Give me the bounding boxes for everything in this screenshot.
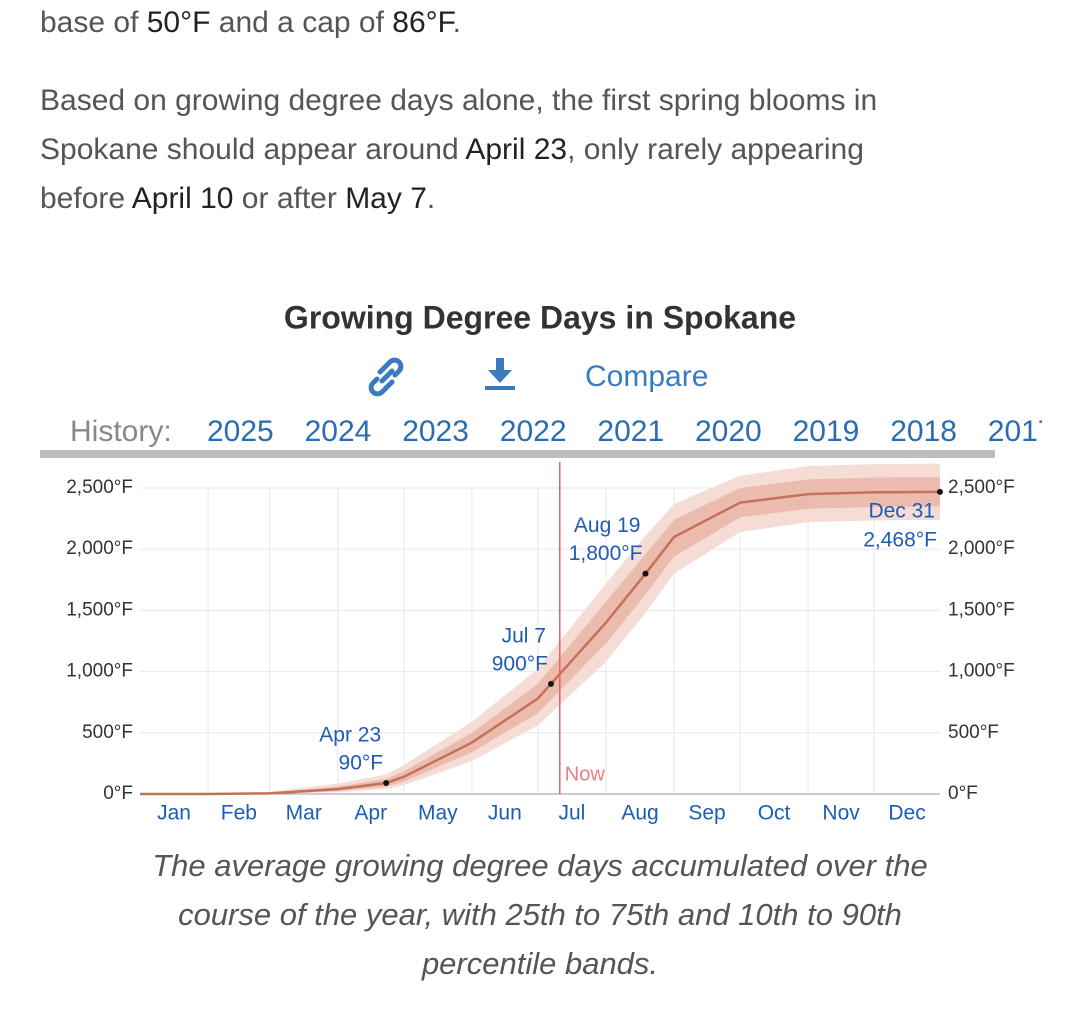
x-tick-label: Jul xyxy=(558,802,585,825)
y-tick-label: 2,000°F xyxy=(66,538,133,559)
text-span: base of xyxy=(40,6,147,39)
download-icon[interactable] xyxy=(485,358,515,390)
article-text: base of 50°F and a cap of 86°F. Based on … xyxy=(40,0,1070,252)
history-year[interactable]: 2024 xyxy=(305,415,372,448)
text-span: and a cap of xyxy=(210,6,393,39)
history-year[interactable]: 2025 xyxy=(207,415,274,448)
y-tick-label: 1,000°F xyxy=(66,661,133,682)
text-line: Spokane should appear around April 23, o… xyxy=(40,125,1070,174)
y-tick-label: 1,500°F xyxy=(66,599,133,620)
text-span: before xyxy=(40,182,132,215)
annotation-point xyxy=(383,779,390,786)
x-tick-label: Jan xyxy=(157,802,191,825)
x-tick-label: Oct xyxy=(758,802,791,825)
y-tick-label: 0°F xyxy=(103,783,133,804)
caption-line: The average growing degree days accumula… xyxy=(152,848,927,883)
history-year[interactable]: 2022 xyxy=(500,415,567,448)
text-span: . xyxy=(452,6,461,39)
annotation-date: Apr 23 xyxy=(319,724,381,747)
y2-tick-label: 2,000°F xyxy=(948,538,1015,559)
text-line: Based on growing degree days alone, the … xyxy=(40,76,1070,125)
median-line xyxy=(140,490,941,796)
history-label: History: xyxy=(70,415,172,448)
annotation-point xyxy=(642,570,649,577)
y2-tick-label: 0°F xyxy=(948,783,978,804)
y-tick-label: 2,500°F xyxy=(66,477,133,498)
y2-tick-label: 500°F xyxy=(948,722,999,743)
text-span: . xyxy=(426,182,436,215)
history-bar xyxy=(40,450,995,458)
annotation-date: Aug 19 xyxy=(574,514,641,537)
history-row: History: 2025 2024 2023 2022 2021 2020 2019 201… xyxy=(70,415,1055,448)
text-span: or after xyxy=(233,182,346,215)
text-span: 86°F xyxy=(392,6,453,39)
x-tick-label: Sep xyxy=(688,802,725,825)
chart-title: Growing Degree Days in Spokane xyxy=(284,299,796,335)
x-tick-label: Nov xyxy=(822,802,860,825)
text-span: Spokane should appear around xyxy=(40,133,466,166)
annotation-value: 1,800°F xyxy=(569,542,643,565)
history-year[interactable]: 2018 xyxy=(890,415,957,448)
text-span: , only rarely appearing xyxy=(567,133,864,166)
annotation-date: Jul 7 xyxy=(502,624,546,647)
y2-tick-label: 2,500°F xyxy=(948,477,1015,498)
text-line: base of 50°F and a cap of 86°F. xyxy=(40,0,1070,47)
history-year[interactable]: 2020 xyxy=(695,415,762,448)
text-span: April 10 xyxy=(131,182,234,215)
x-tick-label: Apr xyxy=(354,802,387,825)
history-year[interactable]: 2019 xyxy=(793,415,860,448)
annotation-point xyxy=(547,680,554,687)
annotation-point xyxy=(937,488,943,495)
now-label: Now xyxy=(565,763,606,785)
x-tick-label: May xyxy=(418,802,458,825)
annotation-value: 2,468°F xyxy=(863,528,937,551)
x-tick-label: Feb xyxy=(221,802,257,825)
paragraph: base of 50°F and a cap of 86°F. xyxy=(40,0,1070,47)
annotation-date: Dec 31 xyxy=(868,499,935,522)
text-span: Based on growing degree days alone, the … xyxy=(40,84,878,117)
annotation-value: 90°F xyxy=(339,752,384,775)
link-icon[interactable] xyxy=(368,357,404,397)
history-year[interactable]: 2021 xyxy=(597,415,664,448)
caption-line: course of the year, with 25th to 75th an… xyxy=(178,897,902,932)
x-tick-label: Dec xyxy=(888,802,925,825)
history-year[interactable]: 2017 xyxy=(988,415,1055,448)
annotation-value: 900°F xyxy=(492,652,548,675)
compare-link[interactable]: Compare xyxy=(585,360,708,393)
caption-line: percentile bands. xyxy=(421,946,658,981)
paragraph: Based on growing degree days alone, the … xyxy=(40,76,1070,223)
text-span: May 7 xyxy=(345,182,427,215)
x-tick-label: Mar xyxy=(286,802,322,825)
x-tick-label: Aug xyxy=(621,802,658,825)
text-line: before April 10 or after May 7. xyxy=(40,174,1070,223)
text-span: 50°F xyxy=(146,6,211,39)
x-tick-label: Jun xyxy=(488,802,522,825)
y-tick-label: 500°F xyxy=(82,722,133,743)
history-year[interactable]: 2023 xyxy=(402,415,469,448)
text-span: April 23 xyxy=(465,133,568,166)
y2-tick-label: 1,500°F xyxy=(948,599,1015,620)
y2-tick-label: 1,000°F xyxy=(948,661,1015,682)
